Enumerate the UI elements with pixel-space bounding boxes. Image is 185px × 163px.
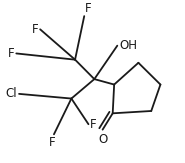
Text: F: F [49,136,56,149]
Text: Cl: Cl [6,87,17,100]
Text: F: F [90,118,97,131]
Text: F: F [85,2,91,15]
Text: O: O [98,133,107,146]
Text: OH: OH [119,39,137,52]
Text: F: F [8,47,14,60]
Text: F: F [32,23,38,36]
